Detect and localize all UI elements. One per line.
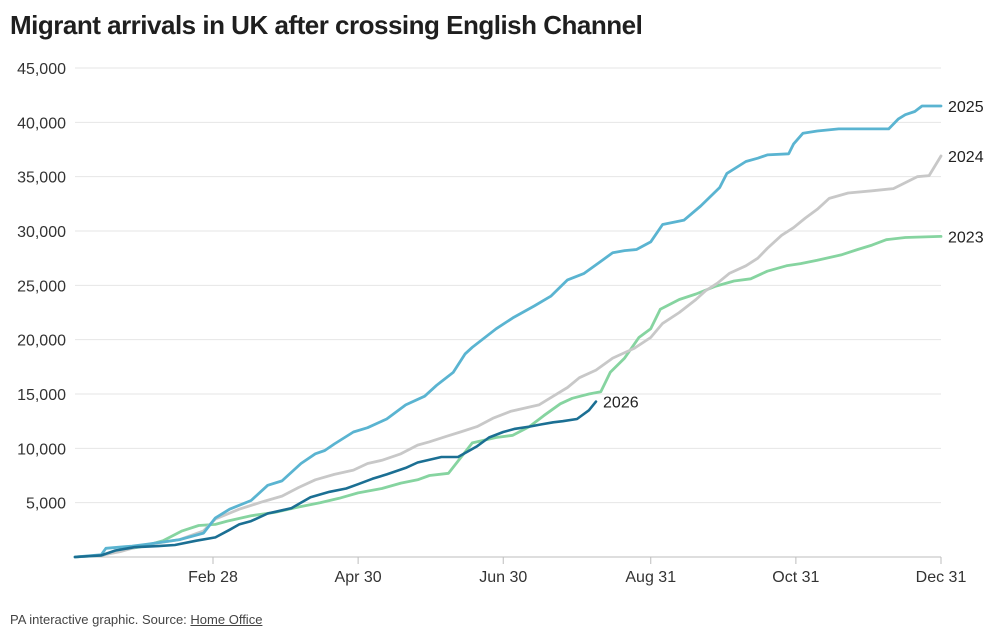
series-line-2023: [73, 235, 943, 559]
series-labels: 2023 2024 2025 2026: [603, 99, 984, 412]
series-label-2024: 2024: [948, 149, 984, 166]
y-tick-label: 30,000: [17, 224, 66, 241]
series-lines: [73, 104, 943, 559]
series-line-2024: [73, 154, 943, 559]
source-footer: PA interactive graphic. Source: Home Off…: [10, 612, 262, 627]
x-tick-label: Feb 28: [188, 569, 238, 586]
y-tick-label: 45,000: [17, 61, 66, 78]
series-label-2026: 2026: [603, 395, 639, 412]
y-tick-label: 35,000: [17, 170, 66, 187]
footer-text: PA interactive graphic. Source:: [10, 612, 191, 627]
y-tick-label: 10,000: [17, 441, 66, 458]
y-tick-label: 40,000: [17, 115, 66, 132]
source-link[interactable]: Home Office: [190, 612, 263, 627]
x-tick-label: Apr 30: [335, 569, 382, 586]
y-axis-ticks: 5,000 10,000 15,000 20,000 25,000 30,000 35,00…: [17, 61, 66, 513]
chart-title: Migrant arrivals in UK after crossing En…: [10, 10, 643, 40]
gridlines: [75, 67, 941, 558]
series-line-2025: [73, 104, 943, 559]
y-tick-label: 20,000: [17, 333, 66, 350]
y-tick-label: 5,000: [26, 496, 66, 513]
series-label-2025: 2025: [948, 99, 984, 116]
y-tick-label: 25,000: [17, 278, 66, 295]
x-tick-label: Jun 30: [479, 569, 527, 586]
series-label-2023: 2023: [948, 229, 984, 246]
series-line-2026: [73, 400, 598, 559]
x-axis-ticks: Feb 28 Apr 30 Jun 30 Aug 31 Oct 31 Dec 31: [188, 557, 966, 586]
x-tick-label: Oct 31: [772, 569, 819, 586]
x-tick-label: Dec 31: [916, 569, 967, 586]
y-tick-label: 15,000: [17, 387, 66, 404]
x-tick-label: Aug 31: [625, 569, 676, 586]
